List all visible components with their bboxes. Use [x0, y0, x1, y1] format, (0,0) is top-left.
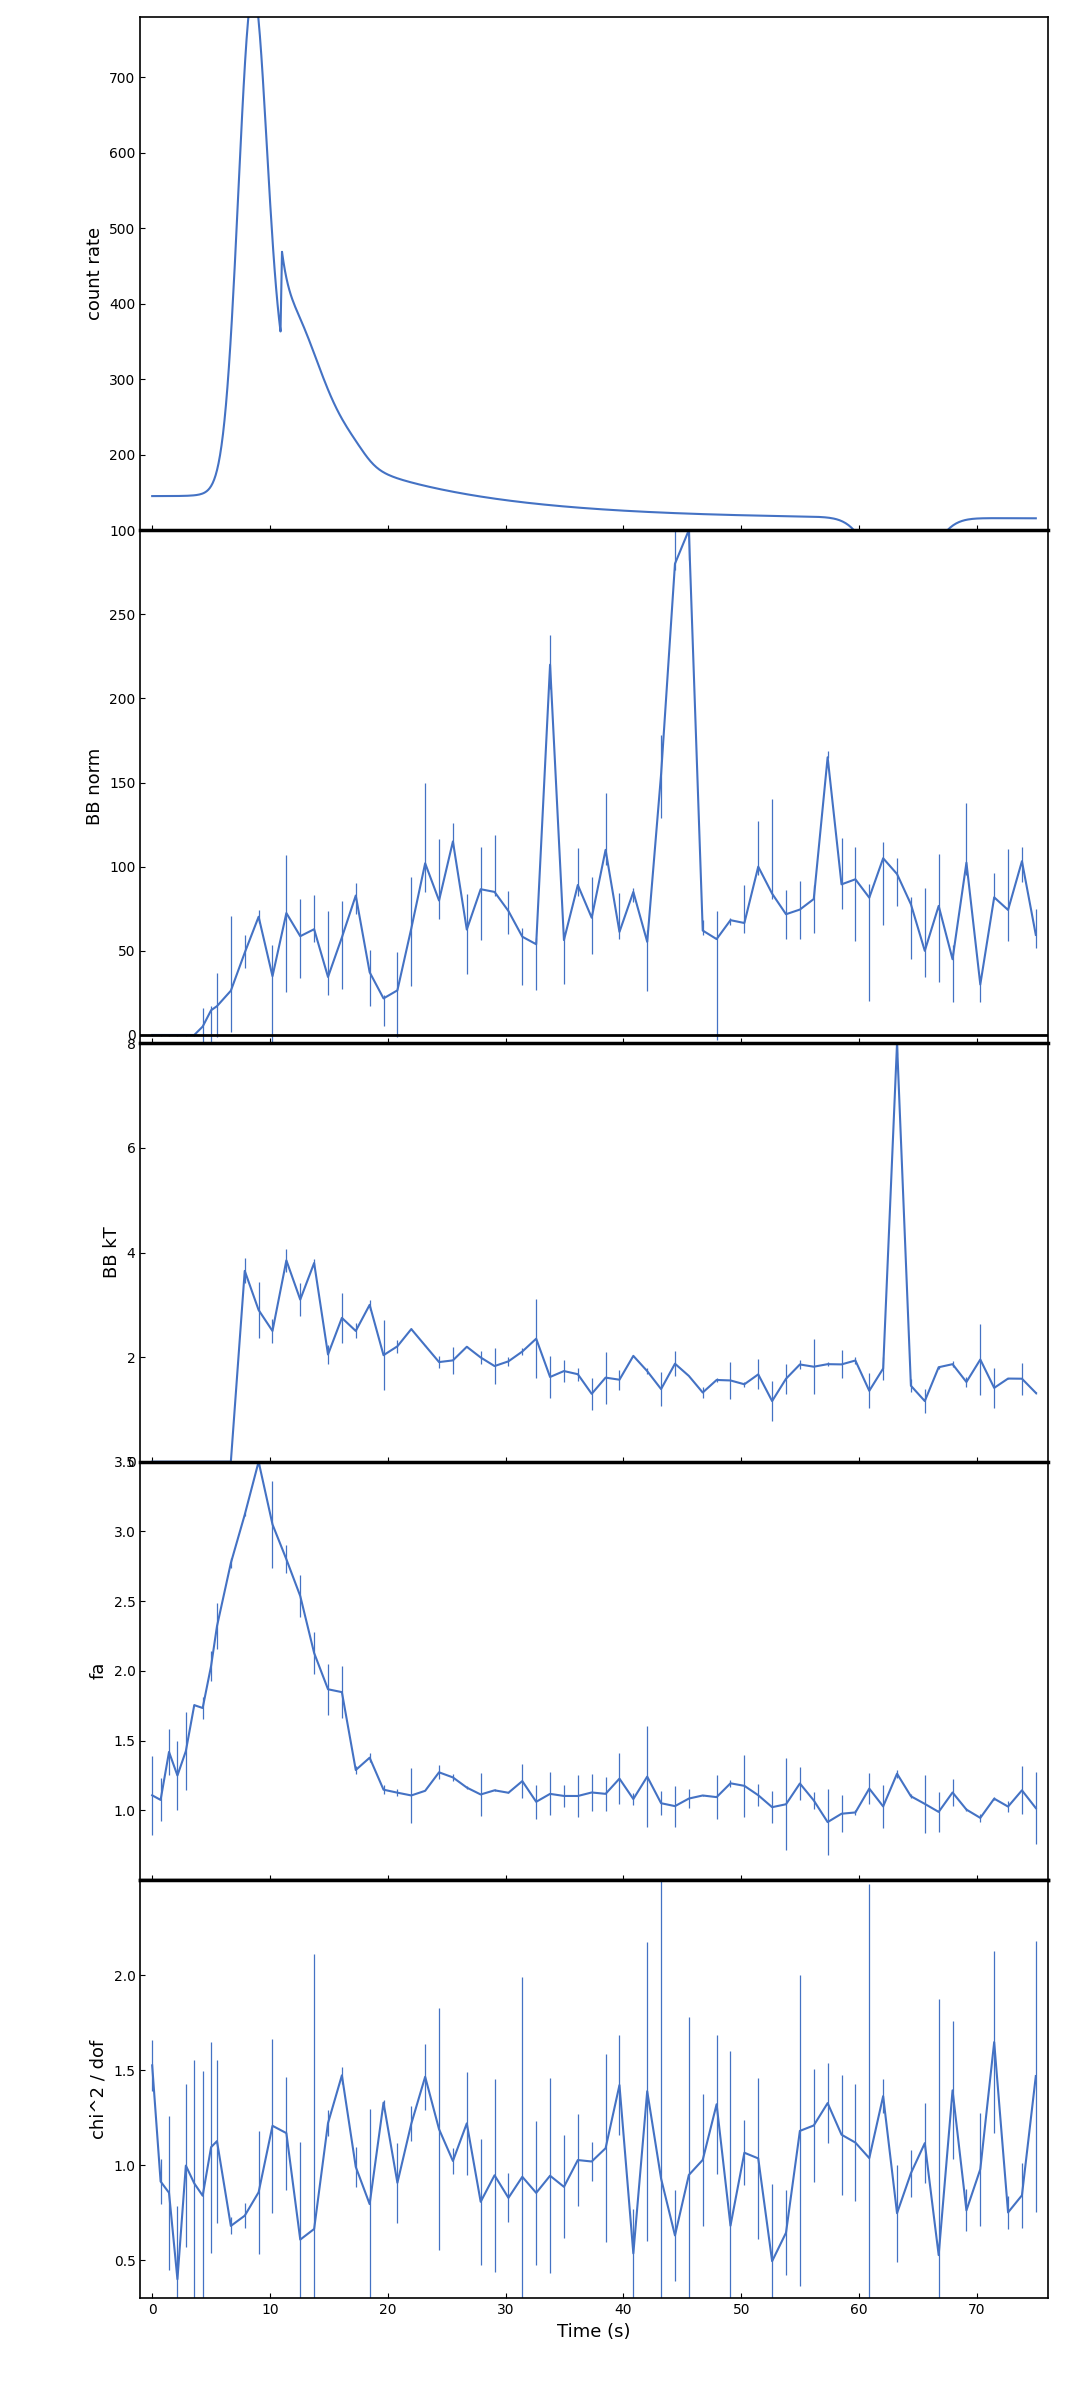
- X-axis label: Time (s): Time (s): [557, 2322, 631, 2341]
- Y-axis label: fa: fa: [90, 1663, 108, 1679]
- Y-axis label: BB kT: BB kT: [103, 1226, 121, 1278]
- Y-axis label: BB norm: BB norm: [85, 748, 104, 824]
- Y-axis label: count rate: count rate: [85, 227, 104, 320]
- Y-axis label: chi^2 / dof: chi^2 / dof: [90, 2040, 108, 2138]
